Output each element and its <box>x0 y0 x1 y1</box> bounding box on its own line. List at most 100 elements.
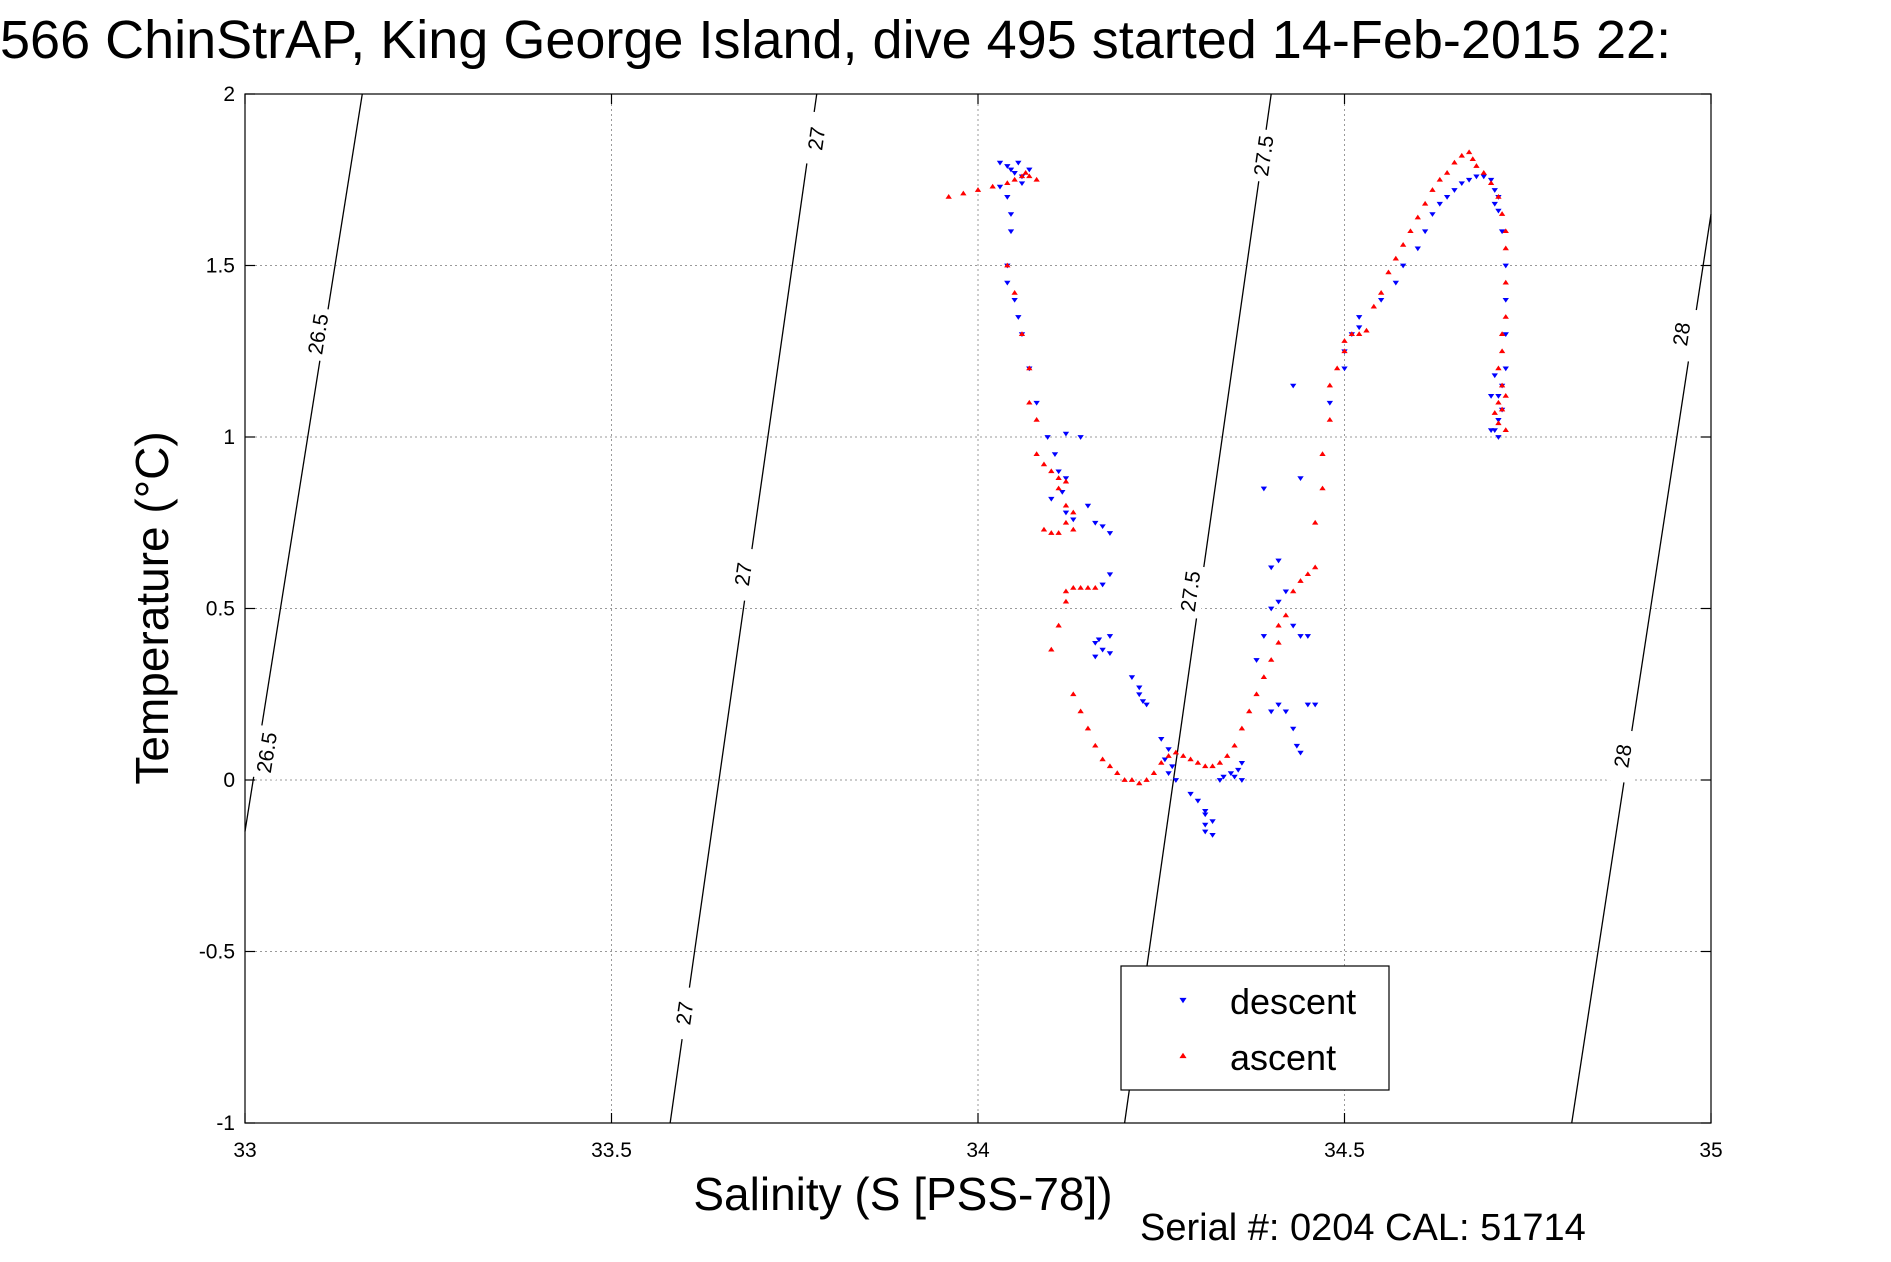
legend-label-ascent: ascent <box>1230 1037 1336 1078</box>
ascent-point <box>1355 331 1363 336</box>
ascent-point <box>1165 753 1172 758</box>
ascent-point <box>1498 348 1506 354</box>
ascent-point <box>1275 622 1282 628</box>
contour-label-bg <box>250 724 284 781</box>
descent-point <box>1491 201 1498 207</box>
ascent-point <box>1128 777 1136 782</box>
descent-point <box>1495 417 1502 423</box>
ascent-point <box>1062 598 1070 604</box>
ascent-point <box>960 190 967 196</box>
grid-lines <box>245 94 1711 1123</box>
ascent-point <box>1458 152 1465 158</box>
descent-point <box>1015 315 1022 320</box>
descent-point <box>1326 400 1334 406</box>
y-tick-label: 1.5 <box>206 255 235 278</box>
descent-point <box>1451 188 1458 193</box>
legend-marker-descent <box>1179 997 1187 1004</box>
ascent-point <box>1040 526 1048 532</box>
descent-point <box>1290 383 1297 389</box>
ascent-point <box>1451 159 1458 165</box>
descent-point <box>1495 435 1502 440</box>
descent-point <box>1062 510 1070 516</box>
descent-point <box>1202 809 1209 814</box>
descent-point <box>1502 366 1509 372</box>
ascent-point <box>1436 176 1443 182</box>
ascent-point <box>1246 708 1253 714</box>
ascent-point <box>1253 691 1260 697</box>
descent-point <box>1275 558 1282 564</box>
ascent-point <box>1092 585 1099 590</box>
descent-point <box>1172 778 1180 783</box>
y-tick-label: 2 <box>223 83 235 106</box>
descent-point <box>1227 771 1235 777</box>
contour-line-26.5 <box>244 93 363 832</box>
descent-point <box>1165 747 1172 753</box>
contour-label: 28 <box>1610 743 1636 770</box>
ascent-point <box>1480 170 1487 175</box>
ascent-point <box>1498 331 1506 336</box>
descent-point <box>1062 476 1070 482</box>
descent-point <box>1169 764 1176 770</box>
ascent-point <box>1077 708 1084 714</box>
descent-point <box>1084 503 1092 509</box>
ascent-point <box>1290 588 1297 594</box>
ascent-point <box>1443 170 1451 175</box>
ascent-point <box>1312 564 1319 570</box>
ascent-point <box>1231 742 1238 748</box>
ascent-point <box>1502 245 1509 251</box>
legend-box <box>1120 965 1390 1091</box>
descent-point <box>1275 702 1282 708</box>
descent-point <box>1282 589 1290 595</box>
ascent-point <box>1033 451 1040 457</box>
chart-title: 566 ChinStrAP, King George Island, dive … <box>0 10 1671 70</box>
descent-point <box>1139 699 1147 704</box>
ascent-point <box>1268 657 1275 662</box>
descent-point <box>1220 774 1227 780</box>
descent-point <box>1007 212 1015 217</box>
descent-point <box>1443 195 1451 200</box>
descent-point <box>1011 297 1018 303</box>
ascent-point <box>1004 180 1011 186</box>
descent-point <box>1268 565 1275 571</box>
ascent-point <box>1055 622 1062 628</box>
x-tick-label: 33 <box>233 1139 256 1162</box>
descent-point <box>1187 791 1194 797</box>
ascent-point <box>1429 187 1436 192</box>
ascent-point <box>1026 173 1033 179</box>
descent-point <box>1007 167 1015 173</box>
contour-label-bg <box>800 111 834 167</box>
ascent-point <box>1275 639 1282 645</box>
contour-label-bg <box>1247 128 1281 184</box>
ascent-point <box>1077 585 1084 590</box>
descent-point <box>1209 819 1216 825</box>
x-axis-label: Salinity (S [PSS-78]) <box>693 1168 1112 1220</box>
x-tick-label: 35 <box>1699 1139 1722 1162</box>
descent-point <box>1165 771 1172 777</box>
ascent-point <box>1370 303 1377 309</box>
descent-point <box>1004 164 1011 169</box>
ascent-point <box>945 194 952 199</box>
ascent-point <box>1498 211 1506 216</box>
ascent-point <box>1498 406 1506 412</box>
ascent-point <box>1385 269 1392 275</box>
ascent-point <box>1363 327 1370 333</box>
ascent-point <box>1070 509 1077 515</box>
contour-label: 28 <box>1669 321 1695 348</box>
ascent-point <box>1187 756 1194 762</box>
descent-point <box>1099 647 1106 653</box>
ascent-point <box>1026 399 1033 405</box>
descent-point <box>1004 280 1011 286</box>
ascent-point <box>1070 691 1077 697</box>
legend-label-descent: descent <box>1230 981 1356 1022</box>
ascent-point <box>1326 382 1334 388</box>
contour-label: 27.5 <box>1250 134 1279 178</box>
descent-point <box>1092 520 1099 526</box>
ascent-point <box>1502 279 1509 285</box>
ascent-point <box>1055 485 1062 491</box>
ascent-point <box>1498 382 1506 388</box>
ascent-point <box>989 183 996 189</box>
ascent-point <box>1334 365 1341 371</box>
ascent-point <box>1209 763 1216 769</box>
